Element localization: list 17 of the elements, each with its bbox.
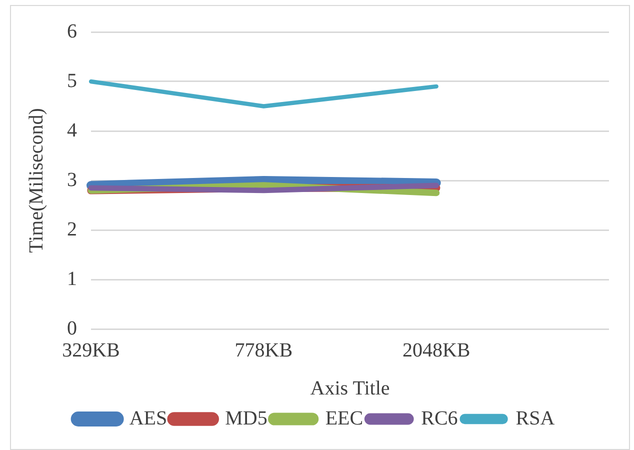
y-axis-title: Time(Milisecond) (25, 108, 48, 253)
legend-label: EEC (325, 407, 364, 430)
x-tick-label: 778KB (234, 339, 293, 362)
legend-label: RC6 (421, 407, 458, 430)
y-tick-label: 1 (67, 268, 77, 290)
y-tick-label: 3 (67, 168, 77, 191)
legend-label: AES (129, 407, 168, 430)
legend-label: MD5 (225, 407, 268, 430)
y-tick-label: 6 (67, 20, 77, 42)
x-axis-title: Axis Title (310, 377, 390, 400)
x-tick-label: 329KB (62, 339, 120, 362)
y-tick-label: 2 (67, 218, 77, 240)
y-tick-label: 0 (67, 317, 77, 340)
y-tick-label: 4 (67, 119, 77, 142)
x-tick-label: 2048KB (402, 339, 470, 362)
legend-label: RSA (516, 407, 556, 430)
y-tick-label: 5 (67, 70, 77, 92)
